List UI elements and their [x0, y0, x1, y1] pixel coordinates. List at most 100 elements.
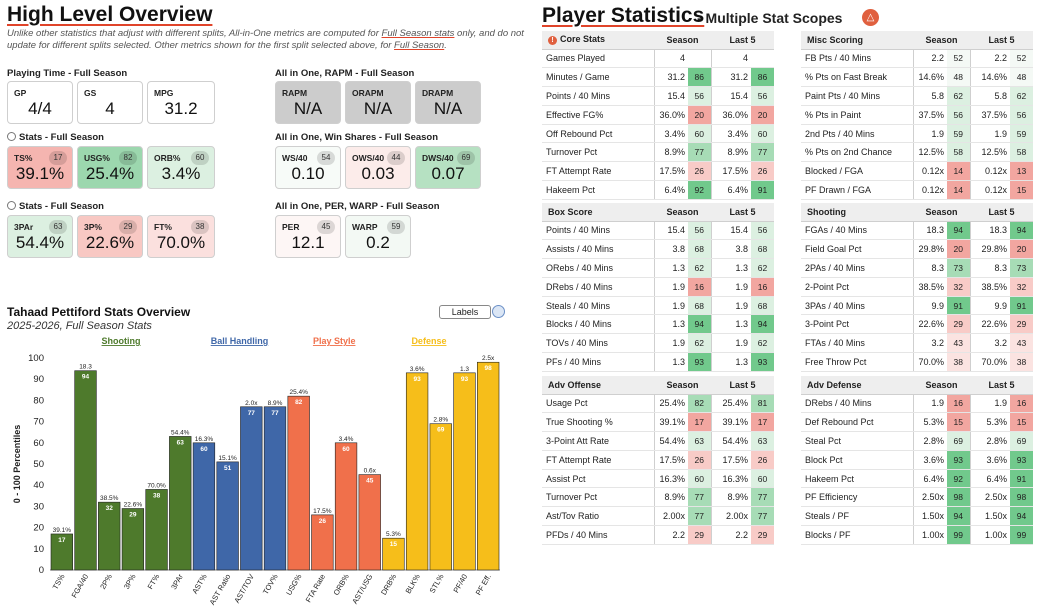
last5-percentile: 77: [751, 487, 775, 508]
section-stats-1-label: Stats - Full Season: [19, 132, 104, 143]
card-drapm: DRAPM N/A: [415, 81, 481, 124]
card-value: 39.1%: [15, 164, 65, 183]
season-percentile: 15: [947, 412, 971, 433]
bar-percentile-label: 63: [177, 439, 185, 446]
last5-percentile: 15: [1010, 180, 1034, 200]
last5-percentile: 62: [751, 258, 775, 278]
card-gp: GP 4/4: [7, 81, 73, 124]
note-link-full-season-stats[interactable]: Full Season stats: [381, 28, 455, 39]
column-header-last-5[interactable]: Last 5: [711, 376, 775, 395]
table-row: Ast/Tov Ratio 2.00x 77 2.00x 77: [542, 506, 775, 527]
season-percentile: 69: [947, 431, 971, 451]
season-value: 37.5%: [912, 105, 947, 125]
bar: [453, 372, 476, 571]
group-header-defense: Defense: [411, 336, 446, 346]
group-header-ball-handling: Ball Handling: [211, 336, 269, 346]
x-tick-label: PF/40: [451, 573, 469, 595]
bar: [429, 423, 452, 571]
last5-value: 1.00x: [969, 525, 1011, 545]
overview-title: High Level Overview: [7, 3, 213, 26]
stat-scope-icon[interactable]: △: [862, 9, 879, 26]
stat-name: FGAs / 40 Mins: [801, 221, 913, 241]
bar-stat-label: 70.0%: [147, 482, 166, 489]
season-percentile: 38: [947, 352, 971, 372]
season-value: 18.3: [912, 221, 947, 241]
column-header-season[interactable]: Season: [913, 376, 971, 395]
season-percentile: 98: [947, 487, 971, 508]
season-percentile: 26: [688, 161, 712, 182]
stat-name: PF Efficiency: [801, 487, 913, 508]
table-row: 2-Point Pct 38.5% 32 38.5% 32: [801, 277, 1034, 297]
table-row: Blocked / FGA 0.12x 14 0.12x 13: [801, 161, 1034, 182]
table-row: 3-Point Pct 22.6% 29 22.6% 29: [801, 314, 1034, 335]
bar-stat-label: 2.0x: [245, 400, 258, 407]
column-header-season[interactable]: Season: [654, 31, 712, 50]
table-header-name: Box Score: [542, 203, 654, 222]
card-per: PER 45 12.1: [275, 215, 341, 258]
column-header-last-5[interactable]: Last 5: [970, 203, 1034, 222]
bar-stat-label: 2.5x: [482, 355, 495, 362]
card-label: ORAPM: [352, 88, 384, 98]
season-value: 1.3: [653, 314, 688, 335]
y-tick-label: 60: [33, 438, 44, 449]
table-row: Points / 40 Mins 15.4 56 15.4 56: [542, 221, 775, 241]
section-per-warp: All in One, PER, WARP - Full Season: [275, 201, 440, 212]
bar-percentile-label: 93: [461, 376, 469, 383]
bar-stat-label: 3.6%: [410, 366, 425, 373]
bar: [477, 361, 500, 571]
card-label: GP: [14, 88, 27, 98]
radio-icon[interactable]: [7, 132, 16, 141]
table-row: FB Pts / 40 Mins 2.2 52 2.2 52: [801, 49, 1034, 69]
bar: [263, 406, 287, 571]
column-header-last-5[interactable]: Last 5: [711, 31, 775, 50]
column-header-last-5[interactable]: Last 5: [970, 376, 1034, 395]
card-label: WARP: [352, 222, 378, 232]
table-row: ORebs / 40 Mins 1.3 62 1.3 62: [542, 258, 775, 278]
x-tick-label: ORB%: [332, 572, 351, 597]
season-value: 15.4: [653, 221, 688, 241]
table-row: Hakeem Pct 6.4% 92 6.4% 91: [801, 469, 1034, 489]
season-percentile: 94: [947, 506, 971, 527]
card-label: GS: [84, 88, 97, 98]
season-percentile: 52: [947, 49, 971, 69]
season-percentile: 91: [947, 296, 971, 316]
last5-value: 22.6%: [969, 314, 1011, 335]
season-value: 70.0%: [912, 352, 947, 372]
season-value: 0.12x: [912, 161, 947, 182]
season-value: 5.8: [912, 86, 947, 106]
last5-percentile: 38: [1010, 352, 1034, 372]
column-header-last-5[interactable]: Last 5: [711, 203, 775, 222]
labels-button[interactable]: Labels: [439, 305, 491, 319]
table-row: 2nd Pts / 40 Mins 1.9 59 1.9 59: [801, 124, 1034, 144]
bar-percentile-label: 15: [390, 541, 398, 548]
x-tick-label: USG%: [284, 572, 303, 597]
last5-value: 17.5%: [710, 161, 752, 182]
column-header-season[interactable]: Season: [654, 376, 712, 395]
table-row: Paint Pts / 40 Mins 5.8 62 5.8 62: [801, 86, 1034, 106]
column-header-season[interactable]: Season: [913, 31, 971, 50]
season-percentile: 93: [947, 450, 971, 470]
stat-name: Block Pct: [801, 450, 913, 470]
radio-icon[interactable]: [7, 201, 16, 210]
bar-stat-label: 15.1%: [218, 455, 237, 462]
season-percentile: 20: [947, 239, 971, 260]
last5-percentile: 29: [1010, 314, 1034, 335]
x-tick-label: 3PAr: [169, 572, 185, 591]
column-header-season[interactable]: Season: [654, 203, 712, 222]
column-header-season[interactable]: Season: [913, 203, 971, 222]
bar-stat-label: 1.3: [460, 366, 469, 373]
bar-percentile-label: 38: [153, 492, 161, 499]
last5-percentile: 73: [1010, 258, 1034, 278]
column-header-last-5[interactable]: Last 5: [970, 31, 1034, 50]
y-tick-label: 10: [33, 544, 44, 555]
table-title: Box Score: [548, 206, 593, 217]
x-tick-label: DRB%: [379, 572, 398, 596]
last5-value: 6.4%: [969, 469, 1011, 489]
percentile-badge: 17: [49, 151, 67, 165]
labels-toggle-icon[interactable]: [492, 305, 505, 318]
info-icon[interactable]: !: [548, 36, 557, 46]
last5-value: 2.2: [710, 525, 752, 545]
last5-value: 15.4: [710, 221, 752, 241]
y-tick-label: 20: [33, 523, 44, 534]
note-link-full-season[interactable]: Full Season: [394, 40, 445, 51]
